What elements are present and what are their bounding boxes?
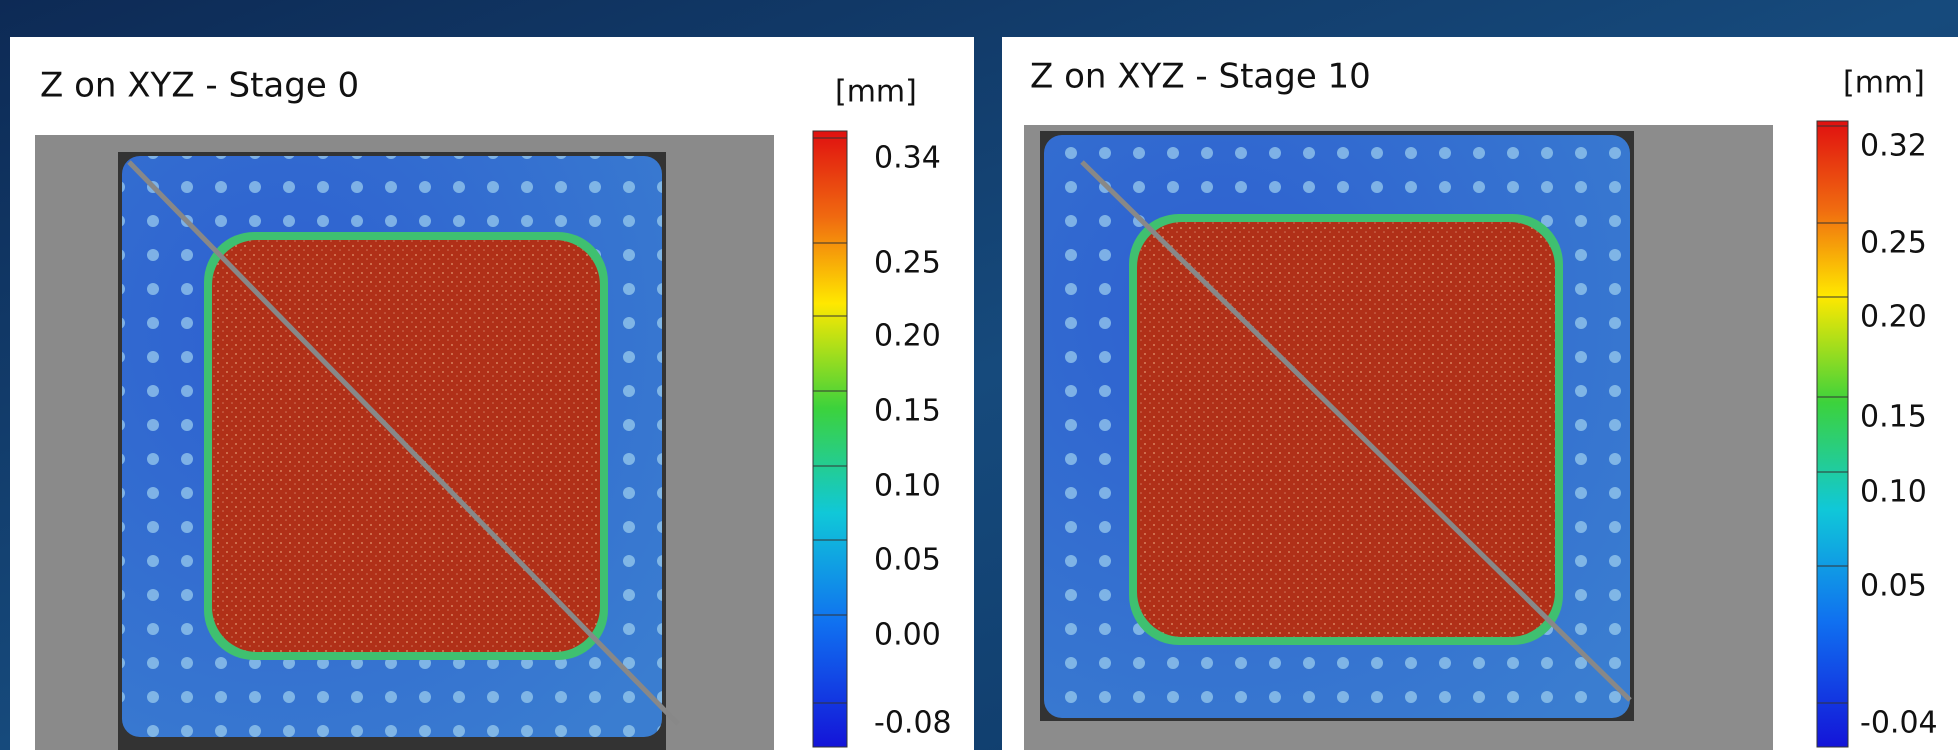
unit: [mm] [835,75,917,110]
scale-label: 0.10 [1860,475,1927,510]
color-bar [1817,121,1848,747]
scale-label: 0.25 [1860,226,1927,261]
speckle [1137,222,1555,637]
scale-label: 0.20 [1860,300,1927,335]
scale-label: 0.00 [874,618,941,653]
panel-left: Z on XYZ - Stage 0 [mm] 0.34 0.25 0.20 0.15… [10,37,974,750]
unit: [mm] [1843,66,1925,101]
color-bar [813,131,847,747]
scale-label: -0.08 [874,706,952,741]
scale-label: 0.05 [874,543,941,578]
scale-label: 0.05 [1860,569,1927,604]
scale-label: 0.32 [1860,129,1927,164]
scale-label: 0.20 [874,319,941,354]
scale-label: 0.34 [874,141,941,176]
panel-right: Z on XYZ - Stage 10 [mm] 0.32 0.25 0.20 0.1… [1002,37,1958,750]
panel-title: Z on XYZ - Stage 10 [1030,57,1371,97]
slide: Z on XYZ - Stage 0 [mm] 0.34 0.25 0.20 0.15… [0,0,1958,750]
panel-title: Z on XYZ - Stage 0 [40,66,359,106]
scale-label: 0.25 [874,246,941,281]
scale-label: 0.10 [874,469,941,504]
scale-label: 0.15 [1860,400,1927,435]
scale-label: 0.15 [874,394,941,429]
scale-label: -0.04 [1860,706,1938,741]
